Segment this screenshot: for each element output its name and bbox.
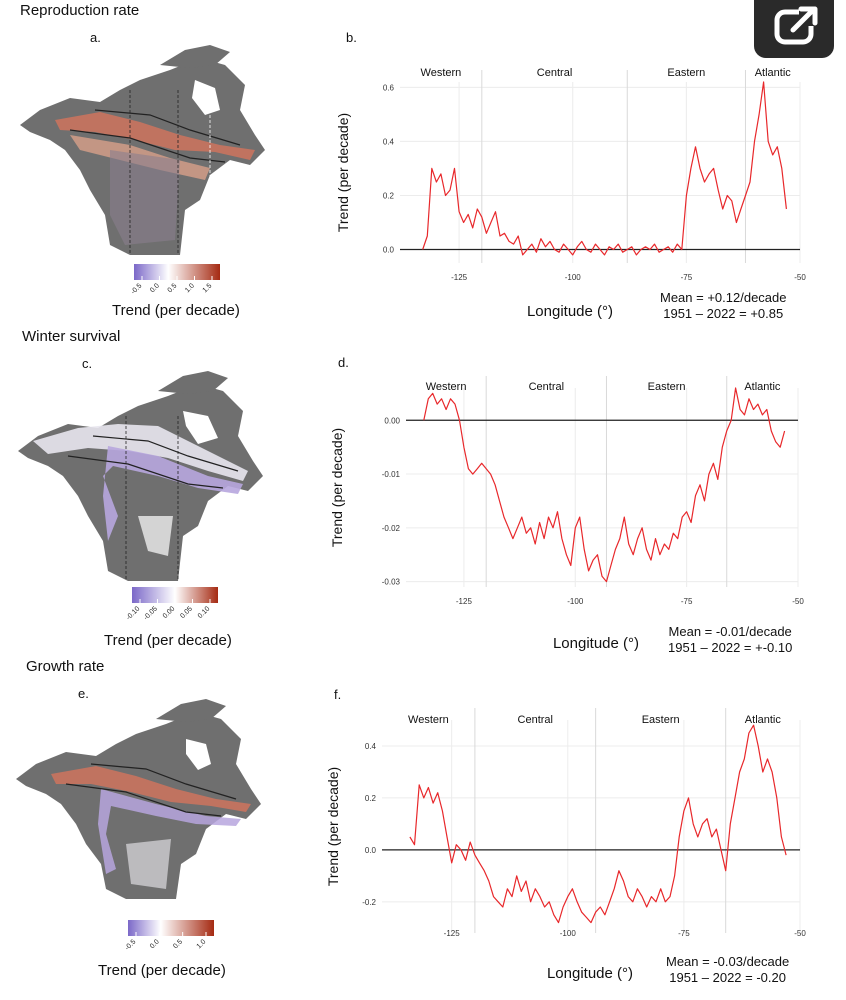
map-letter-a: a. [90,30,101,45]
y-tick-label: 0.2 [365,794,377,803]
stats-mean: Mean = -0.01/decade [668,624,792,639]
colorbar-gradient [134,264,220,280]
map-growth-rate [16,699,261,899]
y-tick-label: 0.4 [365,742,377,751]
colorbar-tick-label: -0.05 [143,605,159,621]
y-tick-label: 0.0 [365,846,377,855]
colorbar-tick-label: 0.0 [149,282,161,294]
stats-growth-rate: Mean = -0.03/decade 1951 – 2022 = -0.20 [666,954,789,986]
x-tick-label: -125 [444,929,461,938]
y-tick-label: -0.03 [382,578,401,587]
stats-reproduction: Mean = +0.12/decade 1951 – 2022 = +0.85 [660,290,787,322]
section-title-growth-rate: Growth rate [26,658,105,675]
x-tick-label: -100 [565,273,582,282]
colorbar-tick-label: 0.05 [179,605,194,620]
stats-mean: Mean = +0.12/decade [660,290,787,305]
y-axis-label: Trend (per decade) [329,428,345,547]
y-tick-label: 0.0 [383,245,395,254]
colorbar-tick-label: 1.0 [184,282,196,294]
x-tick-label: -50 [794,929,806,938]
x-tick-label: -100 [567,597,584,606]
map-letter-e: e. [78,686,89,701]
region-label: Eastern [648,381,686,393]
stats-total: 1951 – 2022 = -0.20 [669,970,786,985]
chart-letter-d: d. [338,355,349,370]
map-winter-survival [18,371,263,581]
colorbar-gradient [132,587,218,603]
colorbar-gradient [128,920,214,936]
stats-winter-survival: Mean = -0.01/decade 1951 – 2022 = +-0.10 [668,624,792,656]
x-tick-label: -125 [456,597,473,606]
region-label: Central [529,381,564,393]
colorbar-title-reproduction: Trend (per decade) [112,302,240,319]
region-label: Atlantic [755,67,792,79]
region-label: Eastern [642,714,680,726]
stats-total: 1951 – 2022 = +-0.10 [668,640,793,655]
colorbar-tick-label: 0.0 [149,938,161,950]
region-label: Central [518,714,553,726]
x-tick-label: -50 [794,273,806,282]
series-line [422,81,787,256]
y-tick-label: -0.02 [382,524,401,533]
chart-letter-f: f. [334,687,342,702]
x-tick-label: -50 [792,597,804,606]
y-tick-label: -0.01 [382,470,401,479]
y-tick-label: 0.2 [383,191,395,200]
colorbar-tick-label: -0.5 [130,282,144,296]
x-tick-label: -100 [560,929,577,938]
colorbar-tick-label: 1.0 [196,938,208,950]
y-axis-label: Trend (per decade) [325,767,341,886]
region-label: Central [537,67,572,79]
colorbar-growth-rate: -0.5 0.0 0.5 1.0 [124,920,214,952]
line-chart-winter-survival: Western Central Eastern Atlantic 0.00 -0.01 -0… [329,376,804,652]
x-tick-label: -75 [681,273,693,282]
region-label: Western [421,67,462,79]
colorbar-tick-label: -0.5 [124,938,138,952]
stats-mean: Mean = -0.03/decade [666,954,790,969]
series-line [409,724,787,924]
y-tick-label: -0.2 [362,898,376,907]
x-tick-label: -125 [451,273,468,282]
map-letter-c: c. [82,356,93,371]
share-icon [774,6,821,45]
colorbar-tick-label: 0.5 [167,282,179,294]
colorbar-title-growth-rate: Trend (per decade) [98,962,226,979]
colorbar-tick-label: 0.5 [172,938,184,950]
x-axis-label: Longitude (°) [553,635,639,652]
colorbar-tick-label: 0.00 [162,605,177,620]
colorbar-tick-label: 1.5 [202,282,214,294]
region-label: Eastern [667,67,705,79]
y-axis-label: Trend (per decade) [335,113,351,232]
x-tick-label: -75 [681,597,693,606]
share-button[interactable] [754,0,834,58]
y-tick-label: 0.6 [383,83,395,92]
line-chart-reproduction: Western Central Eastern Atlantic 0.0 0.2 0.4 0.… [335,67,806,320]
region-label: Atlantic [744,381,781,393]
colorbar-reproduction: -0.5 0.0 0.5 1.0 1.5 [130,264,220,296]
series-line [423,387,786,583]
map-reproduction [20,45,265,255]
region-label: Western [426,381,467,393]
x-axis-label: Longitude (°) [547,965,633,982]
x-axis-label: Longitude (°) [527,303,613,320]
colorbar-tick-label: -0.10 [125,605,141,621]
line-chart-growth-rate: Western Central Eastern Atlantic 0.4 0.2 0.0 -0… [325,708,806,982]
section-title-winter-survival: Winter survival [22,328,121,345]
x-tick-label: -75 [678,929,690,938]
chart-letter-b: b. [346,30,357,45]
colorbar-tick-label: 0.10 [197,605,212,620]
region-label: Western [408,714,449,726]
y-tick-label: 0.00 [384,416,400,425]
colorbar-title-winter-survival: Trend (per decade) [104,632,232,649]
region-label: Atlantic [745,714,782,726]
section-title-reproduction: Reproduction rate [20,2,140,19]
colorbar-winter-survival: -0.10 -0.05 0.00 0.05 0.10 [125,587,218,622]
stats-total: 1951 – 2022 = +0.85 [663,306,784,321]
y-tick-label: 0.4 [383,137,395,146]
